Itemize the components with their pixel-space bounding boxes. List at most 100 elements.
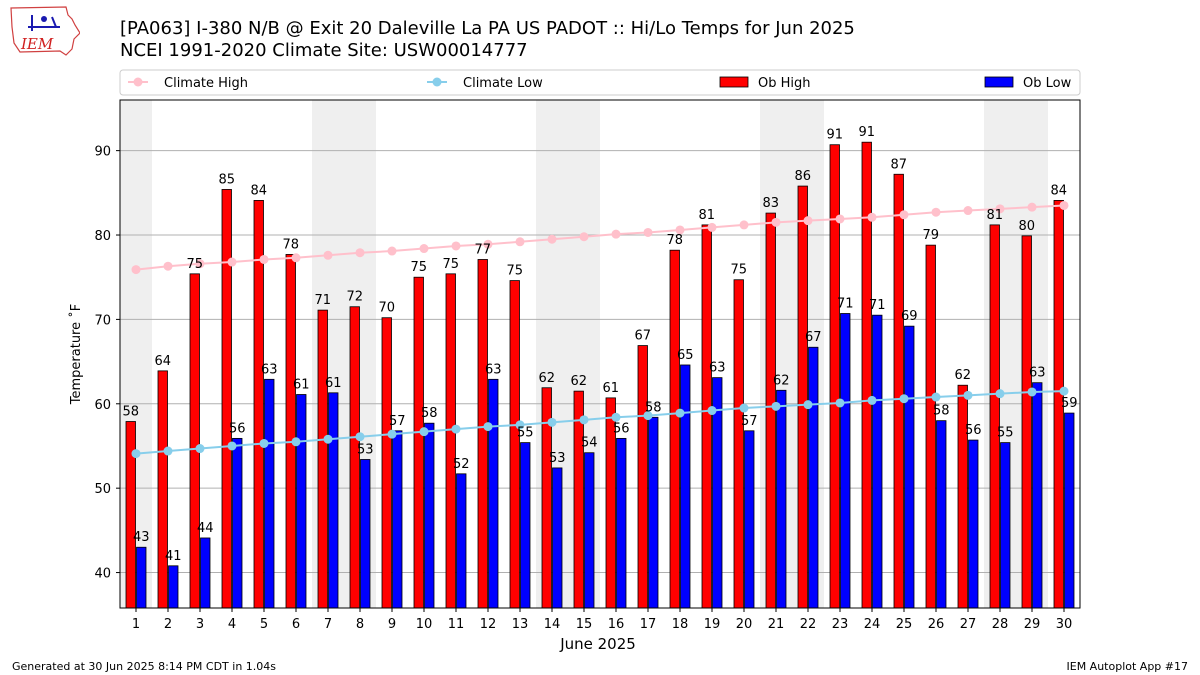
climate-low-point [611,412,621,422]
ob-high-label: 77 [474,242,491,257]
climate-high-point [387,246,397,256]
legend-label: Climate High [164,76,248,91]
climate-low-point [643,411,653,421]
ob-low-label: 58 [421,406,438,421]
ob-low-label: 44 [197,521,214,536]
ob-high-label: 81 [698,208,715,223]
climate-low-point [483,422,493,432]
legend-climate-low: Climate Low [427,76,543,91]
climate-low-point [195,444,205,454]
ob-high-bar [317,309,328,609]
ob-high-bar [829,144,840,609]
climate-low-point [579,415,589,425]
climate-high-point [355,248,365,258]
x-tick-label: 26 [928,617,945,632]
climate-high-point [227,257,237,267]
ob-high-bar [189,273,200,609]
climate-low-point [355,432,365,442]
ob-low-bar [648,416,659,609]
ob-low-label: 56 [229,421,246,436]
ob-low-label: 59 [1061,396,1078,411]
ob-low-bar [328,392,339,609]
ob-high-label: 72 [346,290,363,305]
ob-high-label: 70 [378,301,395,316]
ob-low-bar [680,364,691,609]
ob-high-label: 79 [922,228,939,243]
climate-low-point [163,446,173,456]
weekend-band [1016,100,1048,608]
x-tick-label: 11 [448,617,465,632]
ob-high-bar [957,384,968,609]
climate-low-point [451,424,461,434]
ob-high-bar [445,273,456,609]
climate-low-point [419,427,429,437]
climate-high-point [995,204,1005,214]
x-tick-label: 17 [640,617,657,632]
ob-high-label: 84 [250,183,267,198]
climate-high-point [547,234,557,244]
y-tick-label: 80 [94,229,111,244]
climate-high-point [451,241,461,251]
ob-low-bar [584,452,595,609]
bars [125,141,1075,609]
climate-low-point [675,408,685,418]
climate-low-point [131,449,141,459]
ob-low-bar [136,546,147,609]
ob-high-bar [381,317,392,609]
y-tick-label: 50 [94,482,111,497]
x-tick-label: 18 [672,617,689,632]
ob-high-label: 87 [890,157,907,172]
x-tick-label: 24 [864,617,881,632]
ob-low-bar [200,537,211,609]
ob-high-label: 78 [282,237,299,252]
y-tick-label: 60 [94,398,111,413]
ob-high-bar [413,276,424,609]
climate-high-point [323,250,333,260]
climate-low-point [291,437,301,447]
plot-frame [119,99,1081,609]
legend-box [119,69,1081,96]
x-tick-label: 13 [512,617,529,632]
y-tick-label: 40 [94,567,111,582]
ob-low-label: 71 [869,298,886,313]
x-tick-label: 27 [960,617,977,632]
ob-low-bar [808,346,819,609]
ob-high-bar [669,249,680,609]
climate-low-point [899,394,909,404]
climate-low-point [867,395,877,405]
ob-low-bar [744,430,755,609]
weekend-band [344,100,376,608]
ob-low-bar [360,459,371,609]
climate-high-point [131,265,141,275]
climate-low-point [1027,387,1037,397]
ob-high-label: 62 [538,371,555,386]
x-tick-label: 12 [480,617,497,632]
climate-low-point [835,398,845,408]
climate-high-point [675,225,685,235]
ob-high-label: 62 [570,374,587,389]
climate-low-point [739,403,749,413]
climate-high-point [931,207,941,217]
iem-logo: IEM [10,6,80,56]
bar-labels: 58 43 64 41 75 44 85 56 84 63 78 61 71 61 72 53 70 57 75 58… [122,125,1077,564]
legend-bar-swatch [719,76,749,88]
ob-low-bar [616,437,627,609]
climate-lines [131,200,1069,459]
ob-low-label: 62 [773,373,790,388]
climate-high-point [579,232,589,242]
ob-high-bar [989,224,1000,609]
gridlines [120,150,1080,574]
weekend-band [536,100,568,608]
x-axis-label: June 2025 [559,635,636,653]
x-tick-label: 16 [608,617,625,632]
ob-low-bar [776,389,787,609]
ob-high-label: 64 [154,354,171,369]
x-tick-label: 3 [196,617,204,632]
climate-low-point [1059,386,1069,396]
ob-high-bar [221,189,232,609]
weekend-band [760,100,792,608]
legend-label: Ob High [758,76,811,91]
ob-low-bar [936,420,947,609]
x-tick-label: 7 [324,617,332,632]
ob-high-bar [509,280,520,609]
